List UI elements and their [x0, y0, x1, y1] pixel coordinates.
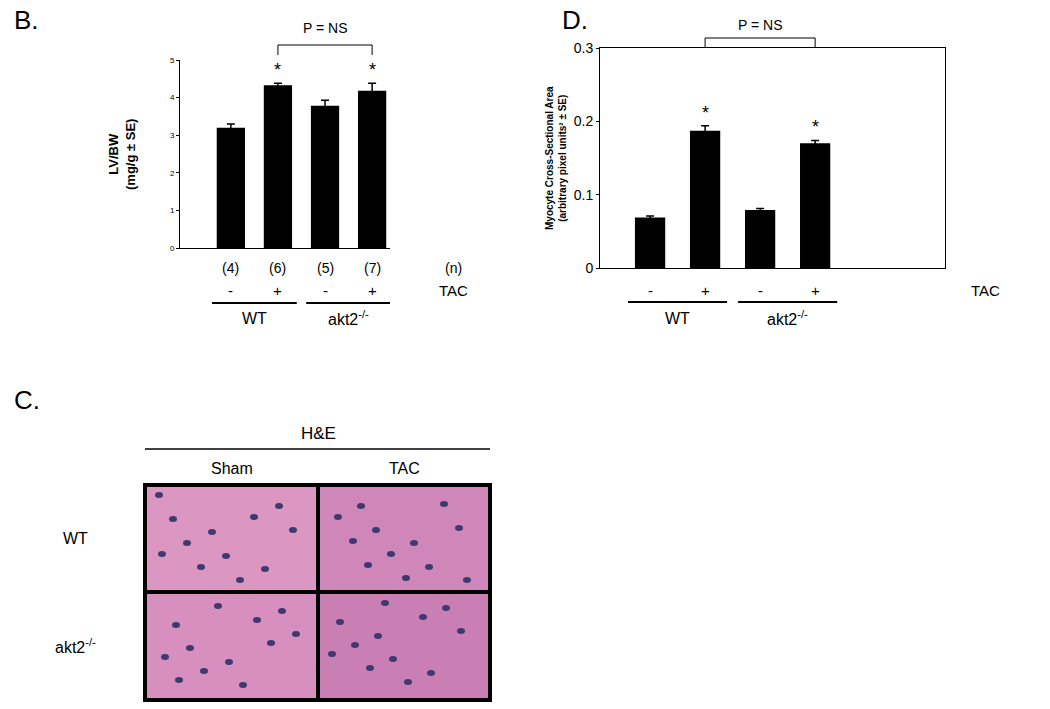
svg-text:P = NS: P = NS: [303, 20, 348, 36]
svg-text:0: 0: [170, 244, 175, 253]
svg-text:0.3: 0.3: [574, 40, 594, 56]
svg-text:+: +: [368, 282, 377, 299]
svg-text:akt2​-/-​: akt2​-/-​: [328, 308, 369, 328]
svg-text:0.1: 0.1: [574, 187, 594, 203]
svg-text:0: 0: [585, 260, 593, 276]
svg-text:C.: C.: [14, 385, 40, 415]
svg-text:(n): (n): [445, 260, 462, 276]
svg-text:-: -: [323, 282, 328, 299]
svg-text:*: *: [369, 60, 376, 80]
svg-text:-: -: [228, 282, 233, 299]
svg-text:3: 3: [170, 131, 175, 140]
svg-text:Myocyte Cross-Sectional Area(a: Myocyte Cross-Sectional Area(arbitrary p…: [544, 86, 568, 230]
svg-text:*: *: [812, 117, 819, 137]
svg-text:Sham: Sham: [211, 460, 253, 477]
svg-text:WT: WT: [665, 310, 690, 327]
svg-text:akt2​-/-​: akt2​-/-​: [55, 636, 96, 656]
svg-text:(7): (7): [364, 260, 381, 276]
svg-text:WT: WT: [242, 310, 267, 327]
svg-text:2: 2: [170, 169, 175, 178]
svg-text:P = NS: P = NS: [738, 17, 783, 33]
svg-text:0.2: 0.2: [574, 113, 594, 129]
svg-text:(4): (4): [222, 260, 239, 276]
svg-text:-: -: [648, 282, 653, 299]
svg-text:D.: D.: [562, 5, 588, 35]
svg-text:LV/BW(mg/g ± SE): LV/BW(mg/g ± SE): [106, 119, 138, 190]
svg-text:H&E: H&E: [301, 424, 336, 443]
svg-text:*: *: [702, 103, 709, 123]
svg-text:5: 5: [170, 56, 175, 65]
svg-text:B.: B.: [14, 5, 39, 35]
svg-text:TAC: TAC: [389, 460, 420, 477]
svg-text:akt2​-/-​: akt2​-/-​: [767, 308, 808, 328]
svg-text:TAC: TAC: [971, 282, 1000, 299]
svg-text:TAC: TAC: [439, 282, 468, 299]
svg-text:+: +: [811, 282, 820, 299]
svg-text:*: *: [274, 60, 281, 80]
svg-text:+: +: [273, 282, 282, 299]
svg-text:(6): (6): [269, 260, 286, 276]
svg-text:+: +: [701, 282, 710, 299]
svg-text:4: 4: [170, 93, 175, 102]
svg-text:(5): (5): [317, 260, 334, 276]
svg-text:WT: WT: [63, 530, 88, 547]
svg-text:1: 1: [170, 206, 175, 215]
svg-text:-: -: [758, 282, 763, 299]
